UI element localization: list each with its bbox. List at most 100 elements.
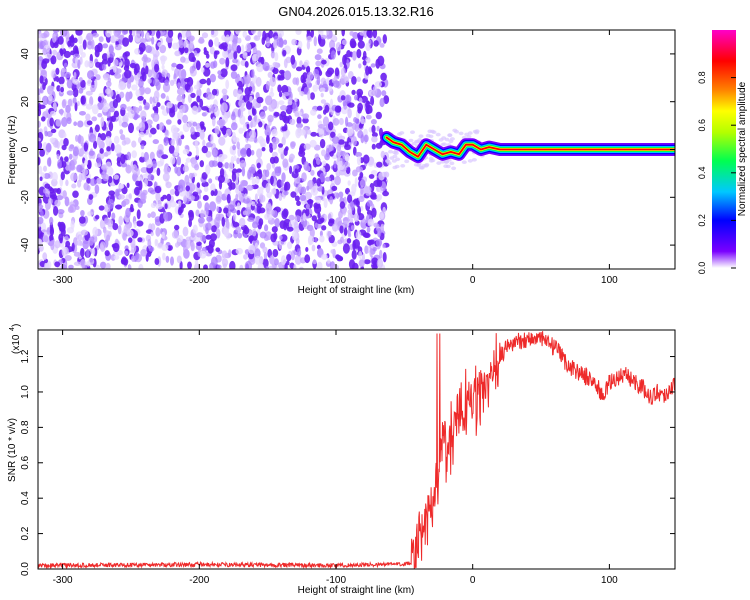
spectrogram-noise-blob xyxy=(349,31,355,36)
spectrogram-noise-blob xyxy=(235,226,242,234)
spectrogram-noise-blob xyxy=(77,234,83,242)
spectrogram-noise-blob xyxy=(83,142,89,152)
spectrogram-noise-blob xyxy=(337,139,345,145)
spectrogram-noise-blob xyxy=(350,225,355,231)
spectrogram-noise-blob xyxy=(228,249,232,258)
spectrogram-noise-blob xyxy=(61,67,67,73)
spectrogram-noise-blob xyxy=(183,195,187,204)
spectrogram-noise-blob xyxy=(306,199,314,204)
spectrogram-noise-blob xyxy=(252,85,256,93)
spectrogram-noise-blob xyxy=(296,116,302,125)
spectrogram-noise-blob xyxy=(129,62,137,69)
spectrogram-noise-blob xyxy=(269,142,273,150)
spectrogram-noise-blob xyxy=(316,218,324,225)
spectrogram-noise-blob xyxy=(356,48,362,59)
spectrogram-noise-blob xyxy=(329,39,336,50)
spectrogram-noise-blob xyxy=(105,30,112,38)
spectrogram-noise-blob xyxy=(249,95,253,103)
spectrogram-plot-area xyxy=(38,30,675,269)
spectrogram-noise-blob xyxy=(238,127,244,134)
spectrogram-noise-blob xyxy=(57,221,62,228)
spectrogram-noise-blob xyxy=(111,212,116,220)
spectrogram-noise-blob xyxy=(231,171,237,182)
spectrogram-halo-blob xyxy=(425,133,431,138)
spectrogram-noise-blob xyxy=(64,255,72,261)
spectrogram-noise-blob xyxy=(78,34,83,45)
spectrogram-halo-blob xyxy=(474,130,480,135)
spectrogram-noise-blob xyxy=(150,202,157,208)
spectrogram-noise-blob xyxy=(114,204,123,210)
spectrogram-noise-blob xyxy=(298,266,304,269)
spectrogram-noise-blob xyxy=(214,125,220,135)
spectrogram-noise-blob xyxy=(220,102,228,113)
spectrogram-noise-blob xyxy=(114,179,119,186)
spectrogram-noise-blob xyxy=(160,196,164,202)
spectrogram-noise-blob xyxy=(242,210,248,216)
spectrogram-noise-blob xyxy=(310,186,319,196)
spectrogram-noise-blob xyxy=(170,256,174,266)
spectrogram-noise-blob xyxy=(101,164,108,169)
spectrogram-noise-blob xyxy=(301,172,307,182)
spectrogram-noise-blob xyxy=(303,161,310,171)
spectrogram-noise-blob xyxy=(278,100,285,106)
spectrogram-noise-blob xyxy=(264,169,270,178)
spectrogram-noise-blob xyxy=(346,50,351,58)
spectrogram-noise-blob xyxy=(47,85,54,95)
spectrogram-noise-blob xyxy=(250,149,255,156)
spectrogram-noise-blob xyxy=(256,205,262,214)
spectrogram-noise-blob xyxy=(272,67,279,75)
spectrogram-noise-blob xyxy=(344,94,352,104)
spectrogram-noise-blob xyxy=(93,140,98,149)
spectrogram-noise-blob xyxy=(113,255,120,260)
spectrogram-noise-blob xyxy=(68,146,74,152)
spectrogram-noise-blob xyxy=(360,95,368,103)
spectrogram-noise-blob xyxy=(79,147,85,156)
spectrogram-noise-blob xyxy=(266,135,270,144)
spectrogram-noise-blob xyxy=(366,30,372,37)
spectrogram-noise-blob xyxy=(210,190,215,197)
spectrogram-noise-blob xyxy=(107,57,111,67)
spectrogram-noise-blob xyxy=(72,146,79,157)
spectrogram-noise-blob xyxy=(176,235,184,243)
spectrogram-noise-blob xyxy=(262,246,268,253)
spectrogram-noise-blob xyxy=(196,241,202,246)
spectrogram-noise-blob xyxy=(376,179,383,188)
spectrogram-noise-blob xyxy=(126,151,132,161)
spectrogram-halo-blob xyxy=(471,158,477,162)
spectrogram-noise-blob xyxy=(154,258,160,265)
spectrogram-noise-blob xyxy=(313,36,317,47)
spectrogram-noise-blob xyxy=(158,122,165,131)
spectrogram-noise-blob xyxy=(223,51,228,59)
spectrogram-noise-blob xyxy=(146,119,153,126)
spectrogram-noise-blob xyxy=(82,240,89,250)
spectrogram-noise-blob xyxy=(193,50,198,56)
spectrogram-noise-blob xyxy=(355,151,363,158)
spectrogram-halo-blob xyxy=(384,159,390,163)
spectrogram-noise-blob xyxy=(118,215,123,226)
spectrogram-noise-blob xyxy=(114,73,122,79)
spectrogram-noise-blob xyxy=(134,33,141,43)
spectrogram-noise-blob xyxy=(70,172,78,182)
spectrogram-noise-blob xyxy=(357,130,364,139)
spectrogram-noise-blob xyxy=(169,79,175,86)
spectrogram-noise-blob xyxy=(231,122,238,131)
spectrogram-noise-blob xyxy=(296,248,302,257)
spectrogram-noise-blob xyxy=(370,119,377,125)
spectrogram-noise-blob xyxy=(86,177,91,184)
spectrogram-noise-blob xyxy=(358,97,363,104)
spectrogram-noise-blob xyxy=(185,239,191,249)
spectrogram-noise-blob xyxy=(180,89,185,96)
spectrogram-noise-blob xyxy=(347,209,353,215)
spectrogram-noise-blob xyxy=(151,95,158,106)
spectrogram-noise-blob xyxy=(210,183,216,193)
spectrogram-noise-blob xyxy=(62,190,67,199)
spectrogram-noise-blob xyxy=(380,72,387,81)
spectrogram-noise-blob xyxy=(269,91,275,98)
spectrogram-noise-blob xyxy=(299,194,307,202)
spectrogram-noise-blob xyxy=(242,123,247,132)
spectrogram-noise-blob xyxy=(224,30,232,38)
spectrogram-noise-blob xyxy=(279,113,283,121)
spectrogram-noise-blob xyxy=(113,174,120,180)
spectrogram-noise-blob xyxy=(54,261,61,268)
spectrogram-noise-blob xyxy=(326,30,330,36)
